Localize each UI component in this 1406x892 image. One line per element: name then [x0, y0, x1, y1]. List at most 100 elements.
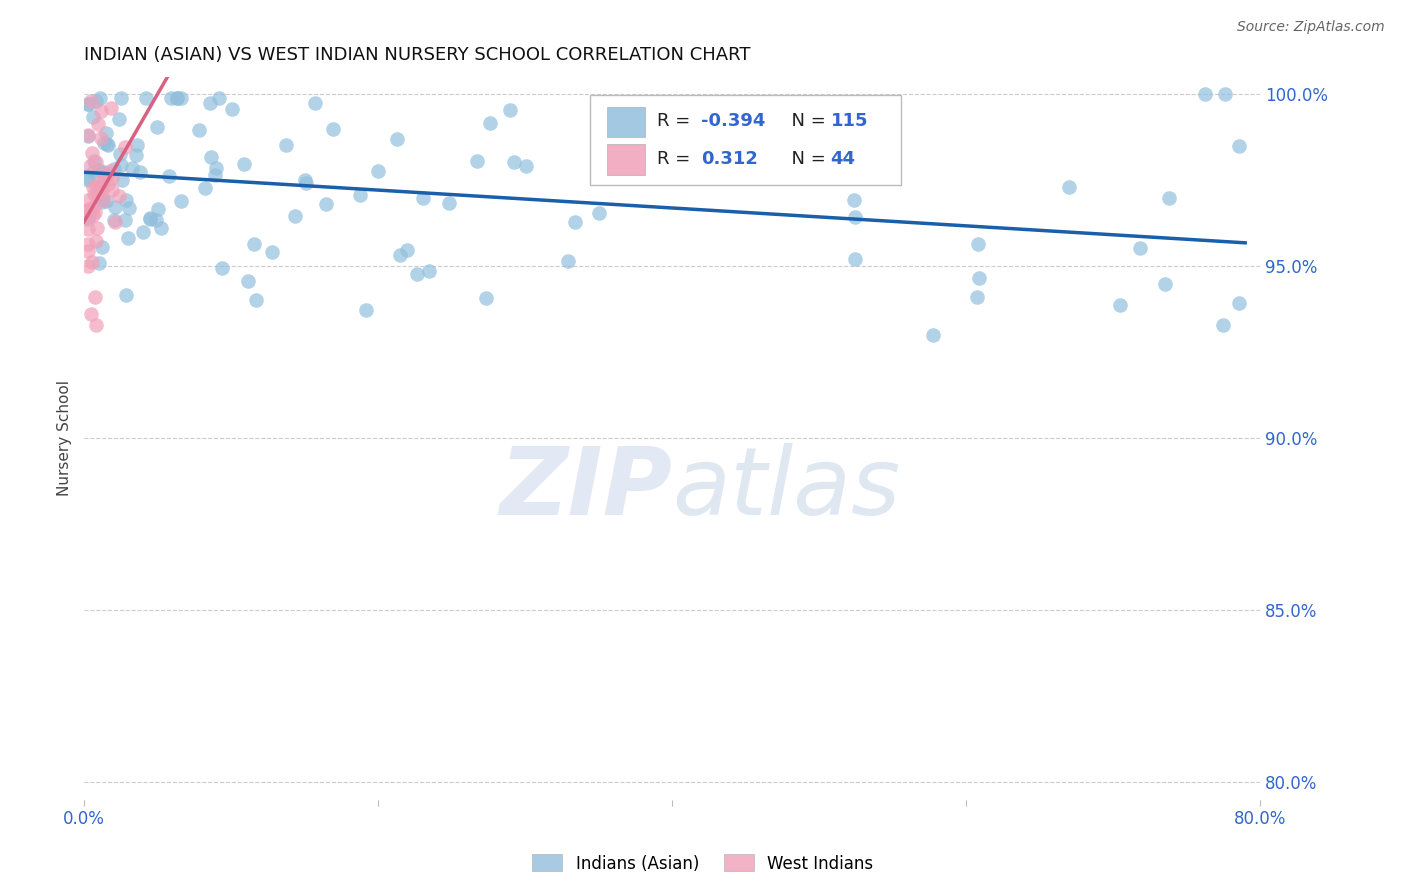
Point: [84, 94, 107, 108]
Point: [89, 255, 111, 269]
Point: [205, 161, 228, 175]
Point: [89, 184, 111, 198]
Point: [77, 259, 100, 273]
Point: [91, 165, 114, 179]
Point: [437, 196, 460, 211]
Point: [84, 155, 107, 169]
Point: [90, 181, 112, 195]
Point: [117, 231, 139, 245]
Point: [86, 179, 108, 194]
Point: [84, 318, 107, 332]
Point: [148, 202, 170, 216]
Point: [842, 193, 865, 207]
Point: [84, 234, 107, 248]
Point: [1109, 298, 1132, 312]
Point: [100, 101, 122, 115]
Point: [315, 197, 337, 211]
Point: [166, 90, 188, 104]
Point: [77, 203, 100, 218]
Point: [79, 94, 101, 108]
Point: [356, 302, 378, 317]
Point: [170, 90, 193, 104]
Point: [86, 220, 108, 235]
Y-axis label: Nursery School: Nursery School: [58, 380, 72, 496]
Point: [103, 213, 125, 227]
Point: [97, 177, 120, 191]
Point: [474, 291, 496, 305]
Point: [1129, 241, 1152, 255]
Point: [132, 225, 155, 239]
Point: [157, 169, 180, 184]
Point: [221, 102, 243, 116]
Point: [160, 90, 183, 104]
Point: [238, 274, 260, 288]
Point: [208, 90, 231, 104]
Point: [515, 159, 537, 173]
Point: [80, 146, 103, 161]
Point: [77, 96, 100, 111]
Point: [89, 90, 111, 104]
Point: [166, 90, 188, 104]
Text: ZIP: ZIP: [499, 442, 672, 535]
Point: [304, 95, 326, 110]
Point: [94, 194, 117, 209]
Point: [1227, 139, 1250, 153]
Point: [77, 128, 100, 143]
Point: [245, 293, 267, 307]
Point: [77, 211, 100, 226]
Point: [146, 120, 169, 135]
Point: [77, 202, 100, 217]
Point: [967, 237, 990, 252]
Point: [110, 90, 132, 104]
Point: [564, 215, 586, 229]
Text: N =: N =: [780, 150, 831, 169]
Point: [104, 200, 127, 214]
Point: [114, 212, 136, 227]
Point: [412, 191, 434, 205]
Text: INDIAN (ASIAN) VS WEST INDIAN NURSERY SCHOOL CORRELATION CHART: INDIAN (ASIAN) VS WEST INDIAN NURSERY SC…: [84, 46, 751, 64]
Point: [96, 136, 118, 151]
Point: [170, 194, 193, 208]
Point: [1229, 296, 1251, 310]
Point: [478, 116, 501, 130]
Point: [922, 327, 945, 342]
Point: [77, 211, 100, 225]
Point: [100, 183, 122, 197]
Point: [83, 187, 105, 202]
Point: [388, 248, 411, 262]
FancyBboxPatch shape: [589, 95, 901, 186]
Point: [114, 287, 136, 301]
Point: [966, 290, 988, 304]
Point: [89, 182, 111, 196]
Point: [83, 154, 105, 169]
Point: [84, 290, 107, 304]
Point: [82, 165, 104, 179]
Point: [498, 103, 520, 117]
Point: [86, 186, 108, 201]
Point: [194, 181, 217, 195]
Point: [588, 205, 610, 219]
Point: [82, 179, 104, 194]
Point: [243, 237, 266, 252]
Point: [110, 158, 132, 172]
Point: [1194, 87, 1216, 101]
Point: [1212, 318, 1234, 332]
Point: [418, 264, 440, 278]
Point: [91, 176, 114, 190]
Point: [232, 157, 254, 171]
Text: R =: R =: [657, 112, 696, 130]
Point: [128, 165, 150, 179]
Point: [87, 176, 110, 190]
Point: [502, 155, 524, 169]
Point: [1154, 277, 1177, 291]
Point: [77, 128, 100, 143]
Text: 0.312: 0.312: [702, 150, 758, 169]
Point: [93, 136, 115, 150]
Point: [77, 170, 100, 185]
Point: [395, 243, 418, 257]
Text: 44: 44: [831, 150, 856, 169]
Point: [145, 213, 167, 227]
Point: [98, 163, 121, 178]
FancyBboxPatch shape: [607, 107, 645, 137]
Point: [108, 147, 131, 161]
